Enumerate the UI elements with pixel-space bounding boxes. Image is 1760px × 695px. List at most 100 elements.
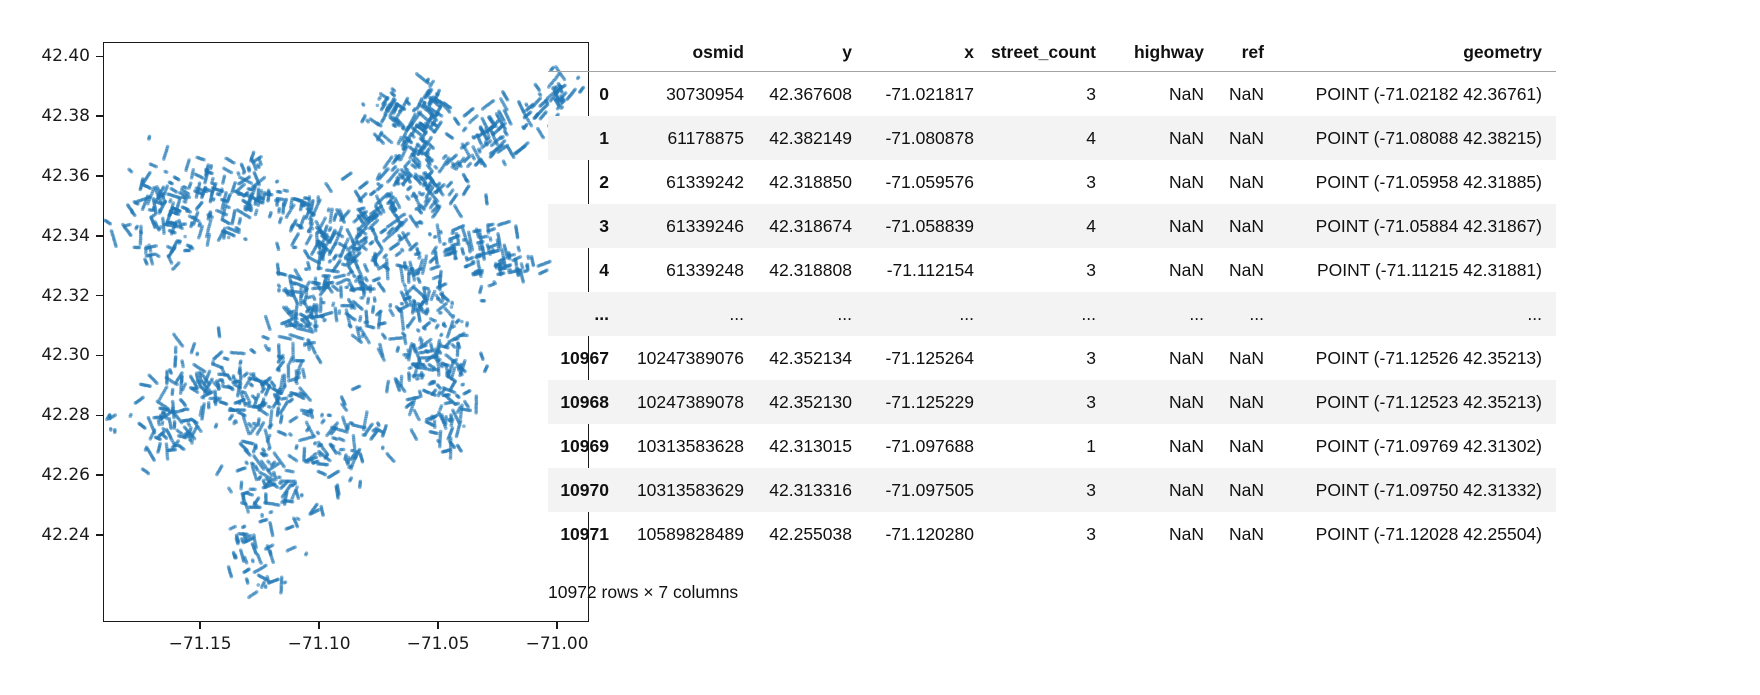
column-header: x — [964, 42, 974, 62]
table-cell: NaN — [1228, 171, 1264, 192]
index-column-header — [548, 34, 623, 72]
matplotlib-figure: 42.40 42.38 42.36 42.34 42.32 42.30 42.28 42.26… — [0, 0, 648, 695]
table-cell: ... — [1249, 303, 1264, 324]
header-row: osmid y x street_count highway ref geometry — [548, 34, 1556, 72]
row-index: 10970 — [560, 479, 609, 500]
table-cell: 42.352134 — [769, 347, 852, 368]
table-cell: NaN — [1168, 479, 1204, 500]
table-cell: NaN — [1168, 215, 1204, 236]
y-tick-label: 42.38 — [41, 106, 90, 127]
table-cell: 3 — [1086, 259, 1096, 280]
table-cell: NaN — [1168, 127, 1204, 148]
table-cell: ... — [729, 303, 744, 324]
table-cell: 42.313015 — [769, 435, 852, 456]
table-cell: 1 — [1086, 435, 1096, 456]
table-row: 10971 10589828489 42.255038 -71.120280 3 NaN N… — [548, 512, 1556, 556]
table-cell: POINT (-71.05958 42.31885) — [1315, 171, 1542, 192]
table-cell: 3 — [1086, 83, 1096, 104]
table-cell: ... — [1081, 303, 1096, 324]
table-cell: 42.318850 — [769, 171, 852, 192]
table-cell: POINT (-71.09769 42.31302) — [1315, 435, 1542, 456]
row-index: 1 — [599, 127, 609, 148]
table-cell: 3 — [1086, 479, 1096, 500]
table-cell: -71.125229 — [885, 391, 974, 412]
table-cell: 42.318674 — [769, 215, 852, 236]
scatter-points-canvas — [104, 43, 587, 620]
table-cell: -71.120280 — [885, 523, 974, 544]
table-cell: -71.125264 — [885, 347, 974, 368]
y-tick-label: 42.36 — [41, 166, 90, 186]
x-tick-label: −71.00 — [525, 634, 589, 654]
table-cell: 42.313316 — [769, 479, 852, 500]
y-tick-label: 42.24 — [41, 524, 90, 545]
table-cell: 10247389076 — [636, 347, 744, 368]
table-cell: 10247389078 — [636, 391, 744, 412]
table-cell: NaN — [1228, 435, 1264, 456]
table-cell: 42.352130 — [769, 391, 852, 412]
table-cell: NaN — [1168, 347, 1204, 368]
table-row: 10969 10313583628 42.313015 -71.097688 1 NaN N… — [548, 424, 1556, 468]
x-tick-label: −71.10 — [287, 634, 351, 654]
y-tick-mark — [96, 175, 103, 177]
table-cell: ... — [1189, 303, 1204, 324]
table-cell: ... — [837, 303, 852, 324]
table-cell: 30730954 — [666, 83, 744, 104]
row-index: 2 — [599, 171, 609, 192]
table-cell: POINT (-71.12523 42.35213) — [1315, 391, 1542, 412]
table-cell: 42.367608 — [769, 83, 852, 104]
x-tick-label: −71.05 — [406, 634, 470, 654]
table-row: 10967 10247389076 42.352134 -71.125264 3 NaN N… — [548, 336, 1556, 380]
table-cell: 10313583628 — [636, 435, 744, 456]
x-tick-mark — [318, 622, 320, 629]
x-tick-mark — [199, 622, 201, 629]
table-cell: NaN — [1168, 83, 1204, 104]
table-cell: 42.255038 — [769, 523, 852, 544]
row-index: 10971 — [560, 523, 609, 544]
row-index: 10967 — [560, 347, 609, 368]
table-cell: 4 — [1086, 127, 1096, 148]
table-row: 0 30730954 42.367608 -71.021817 3 NaN NaN POINT… — [548, 72, 1556, 117]
table-cell: NaN — [1168, 523, 1204, 544]
dataframe-table: osmid y x street_count highway ref geometry 0 3… — [548, 34, 1556, 556]
table-cell: NaN — [1228, 83, 1264, 104]
table-cell: NaN — [1168, 435, 1204, 456]
table-cell: 3 — [1086, 523, 1096, 544]
y-tick-mark — [96, 414, 103, 416]
y-tick-mark — [96, 115, 103, 117]
row-index: 10969 — [560, 435, 609, 456]
table-cell: 10313583629 — [636, 479, 744, 500]
column-header: osmid — [692, 42, 744, 62]
y-tick-label: 42.28 — [41, 405, 90, 426]
table-cell: 42.318808 — [769, 259, 852, 280]
row-index: 3 — [599, 215, 609, 236]
table-row: 10968 10247389078 42.352130 -71.125229 3 NaN N… — [548, 380, 1556, 424]
table-row: 1 61178875 42.382149 -71.080878 4 NaN NaN POINT… — [548, 116, 1556, 160]
y-tick-label: 42.30 — [41, 345, 90, 366]
table-cell: ... — [1527, 303, 1542, 324]
plot-area — [103, 42, 589, 622]
table-cell: NaN — [1228, 479, 1264, 500]
row-index: ... — [594, 303, 609, 324]
row-index: 4 — [599, 259, 609, 280]
table-cell: NaN — [1228, 127, 1264, 148]
table-cell: -71.021817 — [885, 83, 974, 104]
y-tick-mark — [96, 55, 103, 58]
table-cell: POINT (-71.12028 42.25504) — [1315, 523, 1542, 544]
table-cell: 4 — [1086, 215, 1096, 236]
table-cell: -71.058839 — [885, 215, 974, 236]
column-header: geometry — [1463, 42, 1542, 62]
table-row: 4 61339248 42.318808 -71.112154 3 NaN NaN POINT… — [548, 248, 1556, 292]
table-footer: 10972 rows × 7 columns — [548, 582, 739, 602]
dataframe-output: osmid y x street_count highway ref geometry 0 3… — [548, 34, 1556, 603]
x-tick-mark — [437, 622, 439, 629]
table-cell: NaN — [1228, 347, 1264, 368]
table-cell: 42.382149 — [769, 127, 852, 148]
table-cell: 61339242 — [666, 171, 744, 192]
column-header: highway — [1133, 42, 1204, 62]
y-tick-mark — [96, 294, 103, 297]
row-index: 0 — [599, 83, 609, 104]
table-cell: POINT (-71.12526 42.35213) — [1315, 347, 1542, 368]
column-header: street_count — [990, 42, 1096, 62]
table-cell: -71.112154 — [886, 259, 974, 280]
x-tick-label: −71.15 — [168, 634, 232, 654]
